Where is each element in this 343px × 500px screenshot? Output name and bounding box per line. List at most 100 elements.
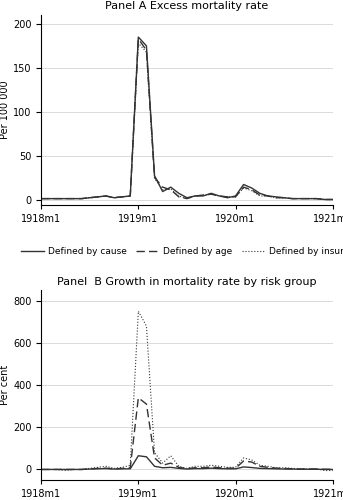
Defined by insurer xyxy=(266,193,270,199)
High xyxy=(161,460,165,466)
Defined by age xyxy=(96,194,100,200)
Defined by insurer xyxy=(185,196,189,202)
Defined by insurer xyxy=(80,196,84,202)
Low xyxy=(80,466,84,472)
Low xyxy=(144,454,149,460)
Defined by insurer xyxy=(128,193,132,199)
Defined by cause xyxy=(144,43,149,49)
Defined by age xyxy=(209,191,213,197)
Defined by cause xyxy=(55,196,59,202)
Defined by age xyxy=(63,196,68,202)
High xyxy=(55,466,59,472)
Medium xyxy=(209,464,213,470)
Defined by cause xyxy=(104,193,108,199)
Defined by insurer xyxy=(177,193,181,199)
Medium xyxy=(177,464,181,470)
Defined by insurer xyxy=(71,196,75,202)
Defined by age xyxy=(104,193,108,199)
Defined by insurer xyxy=(315,196,319,202)
Defined by cause xyxy=(153,172,157,178)
Defined by insurer xyxy=(136,40,140,46)
High xyxy=(88,466,92,471)
Medium xyxy=(71,466,75,472)
Low xyxy=(266,466,270,471)
Defined by age xyxy=(250,187,254,193)
Defined by age xyxy=(144,48,149,54)
Defined by age xyxy=(153,174,157,180)
Medium xyxy=(136,395,140,401)
Defined by insurer xyxy=(298,196,303,202)
Defined by age xyxy=(306,196,310,202)
Medium xyxy=(241,458,246,464)
Line: Medium: Medium xyxy=(41,398,333,469)
High xyxy=(306,466,310,472)
Title: Panel A Excess mortality rate: Panel A Excess mortality rate xyxy=(105,2,269,12)
Medium xyxy=(80,466,84,472)
High xyxy=(241,455,246,461)
Defined by cause xyxy=(96,194,100,200)
Defined by age xyxy=(274,194,278,200)
Defined by cause xyxy=(209,190,213,196)
High xyxy=(63,468,68,473)
Medium xyxy=(112,466,116,472)
Line: Defined by insurer: Defined by insurer xyxy=(41,43,333,200)
Defined by insurer xyxy=(112,194,116,200)
Defined by insurer xyxy=(209,191,213,197)
High xyxy=(209,462,213,468)
Defined by cause xyxy=(250,185,254,191)
Defined by insurer xyxy=(201,192,205,198)
Defined by insurer xyxy=(39,196,43,202)
Medium xyxy=(185,466,189,471)
Defined by cause xyxy=(201,193,205,199)
Defined by age xyxy=(136,36,140,42)
Line: Defined by age: Defined by age xyxy=(41,39,333,200)
Medium xyxy=(331,466,335,472)
High xyxy=(144,323,149,329)
Defined by cause xyxy=(169,184,173,190)
Defined by cause xyxy=(331,196,335,202)
Defined by age xyxy=(39,196,43,202)
Low xyxy=(136,452,140,458)
Defined by insurer xyxy=(290,196,294,202)
Defined by age xyxy=(193,193,197,199)
High xyxy=(266,464,270,469)
Defined by cause xyxy=(225,194,229,200)
Low xyxy=(217,466,221,471)
Defined by insurer xyxy=(234,194,238,200)
Defined by cause xyxy=(258,190,262,196)
Low xyxy=(209,465,213,471)
Defined by cause xyxy=(306,196,310,202)
Medium xyxy=(144,401,149,407)
High xyxy=(112,466,116,471)
Defined by cause xyxy=(193,193,197,199)
Defined by age xyxy=(161,184,165,190)
Low xyxy=(185,466,189,472)
Defined by insurer xyxy=(258,193,262,199)
Defined by insurer xyxy=(274,194,278,200)
Defined by insurer xyxy=(282,194,286,200)
Defined by cause xyxy=(47,196,51,202)
Defined by cause xyxy=(266,193,270,199)
Low xyxy=(274,466,278,472)
Medium xyxy=(315,466,319,472)
Low xyxy=(120,466,124,472)
High xyxy=(193,464,197,469)
Defined by cause xyxy=(63,196,68,202)
Low xyxy=(201,466,205,471)
Defined by insurer xyxy=(88,194,92,200)
Medium xyxy=(266,464,270,470)
Low xyxy=(112,466,116,472)
Low xyxy=(169,464,173,470)
Low xyxy=(282,466,286,472)
Line: High: High xyxy=(41,312,333,470)
Low xyxy=(193,466,197,471)
Low xyxy=(234,466,238,472)
High xyxy=(169,452,173,458)
Defined by cause xyxy=(282,194,286,200)
Medium xyxy=(306,466,310,472)
Medium xyxy=(47,466,51,472)
Low xyxy=(153,464,157,469)
Defined by cause xyxy=(136,34,140,40)
Medium xyxy=(96,466,100,471)
Defined by age xyxy=(241,184,246,190)
